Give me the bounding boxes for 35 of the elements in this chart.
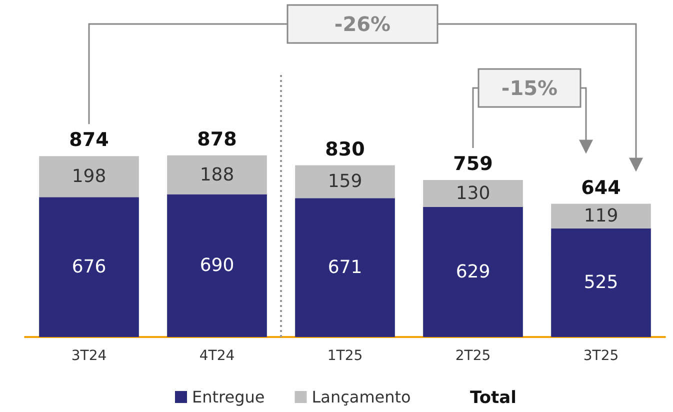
bar [167, 155, 267, 194]
x-tick-label: 2T25 [455, 348, 491, 364]
bar [423, 180, 523, 207]
bar [295, 198, 395, 337]
legend-label: Lançamento [312, 388, 411, 406]
data-label: 159 [328, 171, 362, 192]
data-label: 676 [72, 256, 106, 278]
total-label: 878 [197, 128, 237, 150]
data-label: 629 [456, 261, 490, 282]
text: -26% [334, 12, 391, 36]
bar [167, 194, 267, 337]
bar [295, 165, 395, 198]
legend-label: Entregue [192, 388, 265, 406]
data-label: 130 [456, 182, 490, 204]
x-tick-label: 3T25 [583, 348, 619, 364]
data-label: 198 [72, 166, 106, 188]
data-label: 119 [584, 206, 618, 227]
total-label: 759 [453, 152, 493, 175]
bar [39, 156, 139, 198]
data-label: 690 [200, 255, 234, 276]
total-label: 830 [325, 138, 365, 160]
text: -15% [501, 76, 558, 100]
x-tick-label: 4T24 [199, 348, 235, 364]
bar [551, 204, 651, 228]
bar [423, 206, 523, 337]
bar [551, 228, 651, 337]
bar [39, 197, 139, 337]
x-tick-label: 3T24 [71, 348, 107, 364]
data-label: 525 [584, 272, 618, 294]
total-label: 644 [581, 176, 621, 199]
total-label: 874 [69, 129, 109, 152]
text: Total [470, 388, 516, 408]
data-label: 671 [328, 257, 362, 278]
data-label: 188 [200, 164, 234, 186]
x-tick-label: 1T25 [327, 348, 363, 364]
